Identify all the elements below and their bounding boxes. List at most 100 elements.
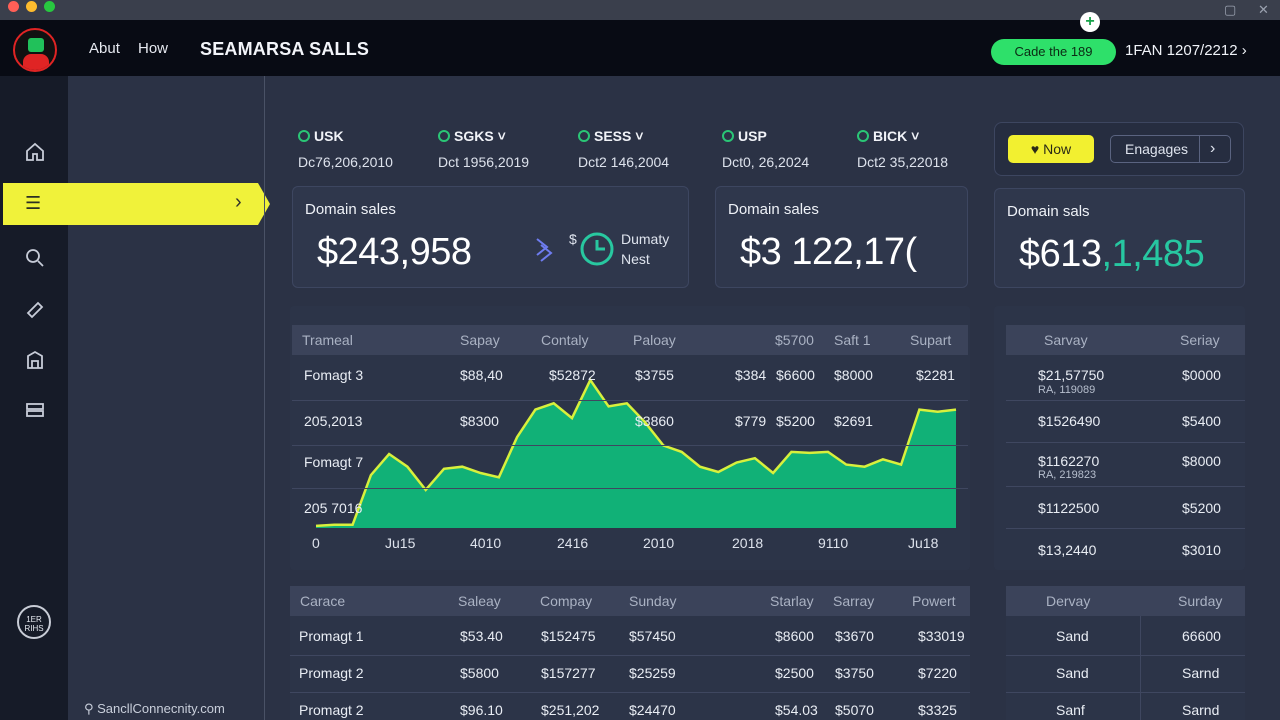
- top-navigation-bar: Abut How SEAMARSA SALLS + Cade the 189 1…: [0, 12, 1280, 76]
- maximize-window-button[interactable]: [44, 1, 55, 12]
- close-icon[interactable]: ✕: [1258, 2, 1269, 17]
- table-cell-sub: RA, 119089: [1038, 384, 1096, 396]
- ticker-symbol: SGKS ˅: [454, 128, 506, 144]
- column-header[interactable]: Sarray: [833, 593, 875, 609]
- panel-divider: [264, 76, 265, 720]
- column-header[interactable]: Saft 1: [834, 332, 871, 348]
- x-tick-label: 9110: [818, 535, 849, 551]
- column-header[interactable]: Sapay: [460, 332, 500, 348]
- table-cell: $25259: [629, 665, 676, 681]
- sidebar-item-dashboard[interactable]: ☰ ›: [3, 183, 270, 225]
- table-cell: $21,57750: [1038, 367, 1105, 383]
- table-cell: $157277: [541, 665, 596, 681]
- column-header[interactable]: Saleay: [458, 593, 501, 609]
- column-header[interactable]: Dervay: [1046, 593, 1091, 609]
- home-icon[interactable]: [23, 140, 47, 164]
- table-cell: $251,202: [541, 702, 600, 718]
- card-extra-sub: Nest: [621, 251, 650, 267]
- table-cell: $779: [735, 413, 767, 429]
- table-cell: $1122500: [1038, 500, 1100, 516]
- table-cell: $5200: [776, 413, 815, 429]
- ticker-symbol: USK: [314, 128, 344, 144]
- nav-link-how[interactable]: How: [138, 40, 169, 57]
- table-cell: Sarnd: [1182, 665, 1220, 681]
- ticker-icon: [578, 130, 590, 142]
- column-header[interactable]: Starlay: [770, 593, 814, 609]
- sales-card-3[interactable]: Domain sals $613,1,485: [994, 188, 1245, 288]
- clock-icon: [580, 232, 614, 266]
- footer-link[interactable]: ⚲ SancllConnecnity.com: [84, 701, 225, 717]
- ticker-usk[interactable]: USK Dc76,206,2010: [298, 128, 393, 170]
- ticker-sgks[interactable]: SGKS ˅ Dct 1956,2019: [438, 128, 529, 170]
- date-navigation[interactable]: 1FAN 1207/2212 ›: [1125, 42, 1247, 59]
- table-cell: $96.10: [460, 702, 503, 718]
- column-header[interactable]: Paloay: [633, 332, 676, 348]
- tag-icon[interactable]: [23, 298, 47, 322]
- column-header[interactable]: Carace: [300, 593, 346, 609]
- ticker-sess[interactable]: SESS ˅ Dct2 146,2004: [578, 128, 669, 170]
- row-divider: [1006, 528, 1245, 529]
- row-divider: [292, 400, 968, 401]
- row-divider: [290, 655, 970, 656]
- table-cell: $6600: [776, 367, 815, 383]
- column-header[interactable]: Contaly: [541, 332, 589, 348]
- support-badge[interactable]: 1ER RIHS: [17, 605, 51, 639]
- ticker-icon: [722, 130, 734, 142]
- row-label: Fomagt 7: [304, 454, 364, 470]
- ticker-symbol: BICK ˅: [873, 128, 920, 144]
- card-value-teal: ,1,485: [1101, 233, 1205, 275]
- table-cell: $52872: [549, 367, 596, 383]
- table-cell: $8000: [834, 367, 873, 383]
- card-title: Domain sals: [1007, 203, 1090, 220]
- column-header[interactable]: Supart: [910, 332, 952, 348]
- table-cell: Sand: [1056, 628, 1089, 644]
- action-button-group: ♥ Now Enagages ›: [994, 122, 1244, 176]
- storage-icon[interactable]: [23, 398, 47, 422]
- ticker-date: Dct2 35,22018: [857, 154, 949, 170]
- column-header[interactable]: Compay: [540, 593, 593, 609]
- table-cell: $8600: [775, 628, 814, 644]
- search-icon[interactable]: [23, 246, 47, 270]
- x-tick-label: 2416: [557, 535, 589, 551]
- building-icon[interactable]: [23, 348, 47, 372]
- table-cell: $3755: [635, 367, 674, 383]
- ticker-date: Dct0, 26,2024: [722, 154, 810, 170]
- column-header[interactable]: $5700: [775, 332, 814, 348]
- table-cell: 66600: [1182, 628, 1221, 644]
- x-tick-label: 4010: [470, 535, 502, 551]
- sales-card-1[interactable]: Domain sales $243,958 $ Dumaty Nest: [292, 186, 689, 288]
- cta-button[interactable]: Cade the 189: [991, 39, 1116, 65]
- column-header[interactable]: Surday: [1178, 593, 1223, 609]
- column-header[interactable]: Powert: [912, 593, 956, 609]
- ticker-date: Dct2 146,2004: [578, 154, 670, 170]
- minimize-window-button[interactable]: [26, 1, 37, 12]
- restore-icon[interactable]: ▢: [1224, 2, 1237, 17]
- ticker-usp[interactable]: USP Dct0, 26,2024: [722, 128, 809, 170]
- engages-button[interactable]: Enagages ›: [1110, 135, 1231, 163]
- column-header[interactable]: Seriay: [1180, 332, 1220, 348]
- column-header[interactable]: Sunday: [629, 593, 677, 609]
- table-cell: $3670: [835, 628, 874, 644]
- table-cell: $24470: [629, 702, 676, 718]
- ticker-symbol: USP: [738, 128, 767, 144]
- column-header[interactable]: Sarvay: [1044, 332, 1088, 348]
- column-header[interactable]: Trameal: [302, 332, 353, 348]
- bottom-table-header: Carace Saleay Compay Sunday Starlay Sarr…: [290, 586, 970, 616]
- table-cell: $7220: [918, 665, 957, 681]
- ticker-icon: [857, 130, 869, 142]
- nav-link-about[interactable]: Abut: [89, 40, 120, 57]
- ticker-icon: [298, 130, 310, 142]
- table-cell: $53.40: [460, 628, 503, 644]
- list-icon: ☰: [25, 193, 42, 213]
- app-logo[interactable]: [13, 28, 57, 72]
- table-cell: $5070: [835, 702, 874, 718]
- add-icon[interactable]: +: [1080, 12, 1100, 32]
- close-window-button[interactable]: [8, 1, 19, 12]
- now-button[interactable]: ♥ Now: [1008, 135, 1094, 163]
- engages-button-label: Enagages: [1125, 141, 1189, 157]
- sales-card-2[interactable]: Domain sales $3 122,17(: [715, 186, 968, 288]
- x-tick-label: 2010: [643, 535, 675, 551]
- ticker-date: Dc76,206,2010: [298, 154, 393, 170]
- ticker-bick[interactable]: BICK ˅ Dct2 35,22018: [857, 128, 948, 170]
